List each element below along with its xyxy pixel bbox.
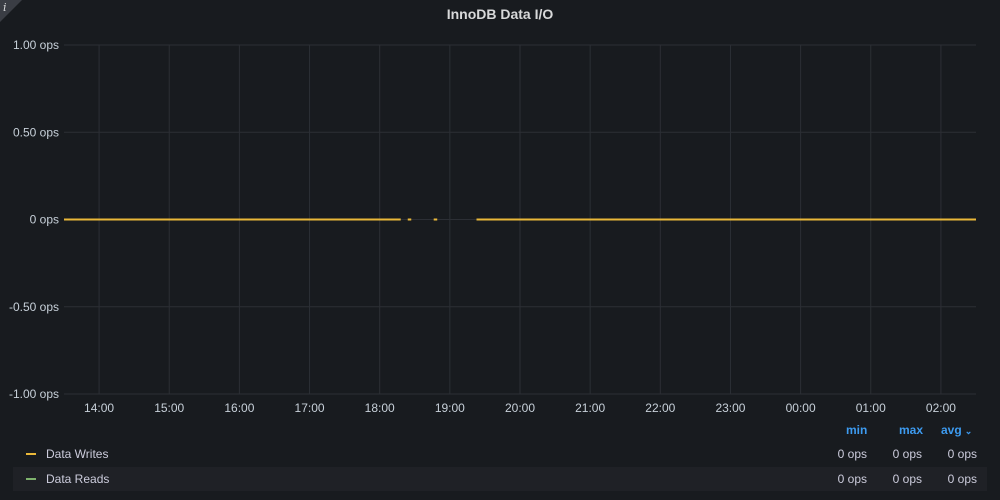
- x-tick-label: 14:00: [84, 401, 114, 415]
- x-tick-label: 18:00: [365, 401, 395, 415]
- legend-avg-value: 0 ops: [947, 472, 977, 486]
- legend-min-value: 0 ops: [837, 447, 867, 461]
- panel-title[interactable]: InnoDB Data I/O: [446, 6, 554, 22]
- x-tick-label: 22:00: [645, 401, 675, 415]
- legend-series-name[interactable]: Data Writes: [46, 447, 109, 461]
- legend-max-value: 0 ops: [892, 472, 922, 486]
- legend-row-data-reads[interactable]: Data Reads 0 ops 0 ops 0 ops: [13, 467, 987, 491]
- legend-series-name[interactable]: Data Reads: [46, 472, 110, 486]
- legend-swatch: [26, 453, 36, 455]
- x-tick-label: 23:00: [715, 401, 745, 415]
- legend-header-max[interactable]: max: [899, 423, 924, 437]
- legend-swatch: [26, 478, 36, 480]
- y-tick-label: 0.50 ops: [13, 125, 59, 139]
- y-tick-label: -0.50 ops: [9, 300, 59, 314]
- x-tick-label: 15:00: [154, 401, 184, 415]
- y-tick-label: 0 ops: [30, 213, 59, 227]
- x-tick-label: 00:00: [786, 401, 816, 415]
- chart-plot-area: 1.00 ops 0.50 ops 0 ops -0.50 ops -1.00 ops 1…: [9, 38, 976, 415]
- x-tick-label: 01:00: [856, 401, 886, 415]
- legend-header-min[interactable]: min: [846, 423, 868, 437]
- legend-avg-value: 0 ops: [947, 447, 977, 461]
- legend-header-avg-label: avg: [941, 423, 962, 437]
- y-tick-label: 1.00 ops: [13, 38, 59, 52]
- legend-header-avg[interactable]: avg ⌄: [941, 423, 972, 437]
- x-tick-label: 16:00: [224, 401, 254, 415]
- chevron-down-icon: ⌄: [964, 426, 973, 436]
- legend-max-value: 0 ops: [892, 447, 922, 461]
- x-tick-label: 02:00: [926, 401, 956, 415]
- y-tick-label: -1.00 ops: [9, 387, 59, 401]
- x-tick-label: 21:00: [575, 401, 605, 415]
- legend-row-data-writes[interactable]: Data Writes 0 ops 0 ops 0 ops: [13, 442, 987, 466]
- info-icon[interactable]: i: [3, 1, 7, 14]
- x-tick-label: 19:00: [435, 401, 465, 415]
- x-tick-label: 17:00: [295, 401, 325, 415]
- legend-min-value: 0 ops: [837, 472, 867, 486]
- x-tick-label: 20:00: [505, 401, 535, 415]
- panel-info-corner[interactable]: [0, 0, 22, 22]
